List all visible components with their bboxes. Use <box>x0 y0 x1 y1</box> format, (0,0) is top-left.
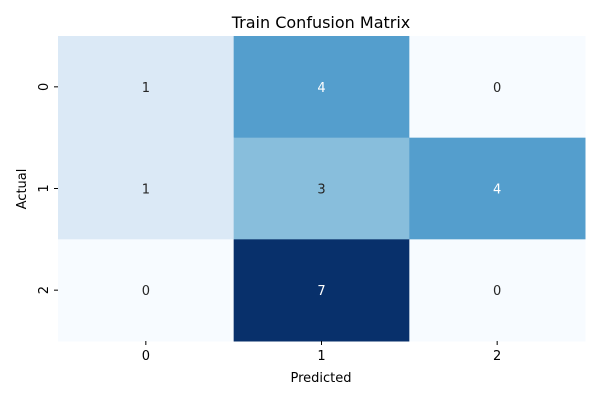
heatmap-cell-r1-c1 <box>233 137 410 240</box>
x-tick-label-0: 0 <box>142 349 150 364</box>
chart-title: Train Confusion Matrix <box>231 13 411 32</box>
x-tick-label-1: 1 <box>317 349 325 364</box>
heatmap-cell-r2-c1 <box>233 239 410 342</box>
y-tick-label-2: 2 <box>37 286 52 294</box>
y-axis: 0 1 2 <box>37 83 58 294</box>
heatmap-cell-r0-c0 <box>58 36 235 139</box>
cell-value-r2-c0: 0 <box>142 284 150 299</box>
y-axis-label: Actual <box>15 169 30 210</box>
cell-value-r0-c2: 0 <box>493 81 501 96</box>
heatmap-cells <box>58 36 586 342</box>
y-tick-label-0: 0 <box>37 83 52 91</box>
cell-value-r2-c1: 7 <box>317 284 325 299</box>
heatmap-cell-r1-c0 <box>58 137 235 240</box>
cell-value-r2-c2: 0 <box>493 284 501 299</box>
cell-value-r1-c1: 3 <box>317 183 325 198</box>
y-tick-label-1: 1 <box>37 184 52 192</box>
cell-value-r1-c2: 4 <box>493 183 501 198</box>
heatmap-cell-r2-c2 <box>409 239 586 342</box>
x-tick-label-2: 2 <box>493 349 501 364</box>
cell-annotations: 1 4 0 1 3 4 0 7 0 <box>142 81 502 299</box>
x-axis-label: Predicted <box>290 371 351 386</box>
heatmap-cell-r1-c2 <box>409 137 586 240</box>
cell-value-r0-c0: 1 <box>142 81 150 96</box>
cell-value-r1-c0: 1 <box>142 183 150 198</box>
x-axis: 0 1 2 <box>142 341 501 364</box>
heatmap-cell-r0-c2 <box>409 36 586 139</box>
cell-value-r0-c1: 4 <box>317 81 325 96</box>
heatmap-cell-r2-c0 <box>58 239 235 342</box>
heatmap-cell-r0-c1 <box>233 36 410 139</box>
